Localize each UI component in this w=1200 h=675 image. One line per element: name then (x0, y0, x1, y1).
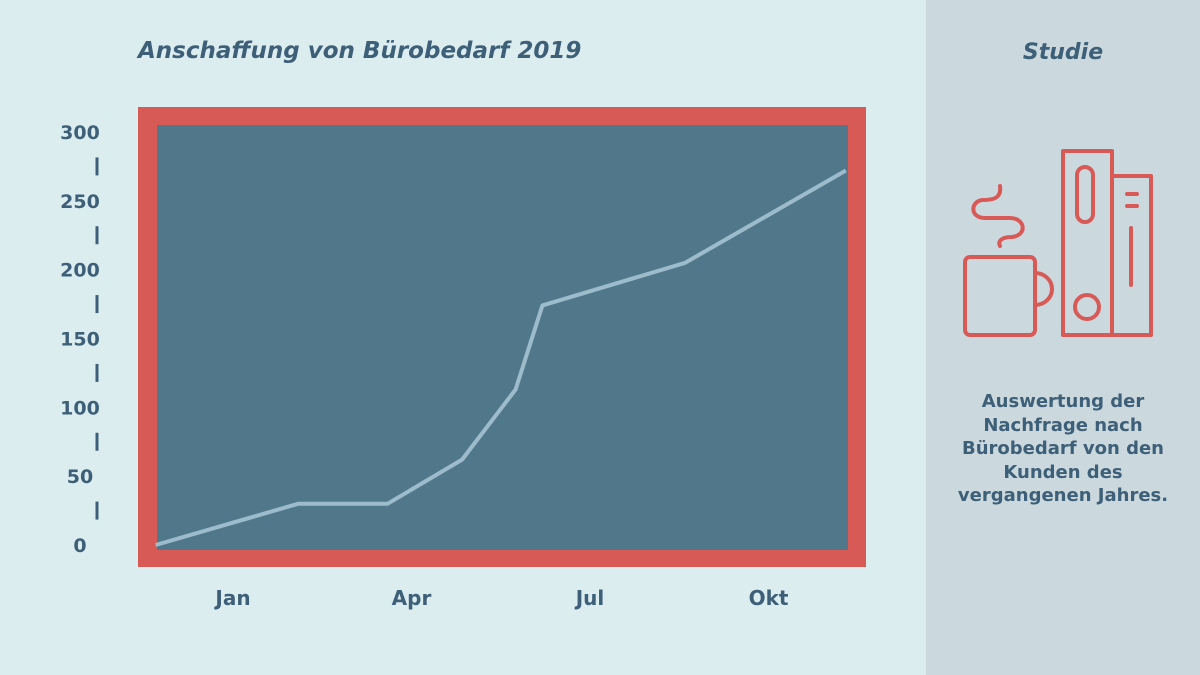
plot-area (157, 125, 848, 550)
chart-title: Anschaffung von Bürobedarf 2019 (138, 38, 582, 64)
x-tick-label: Jul (574, 586, 605, 610)
y-tick-label: 200 (60, 260, 100, 282)
line-chart: 0 50 100 150 200 250 300 Jan Apr Jul Okt (60, 107, 866, 610)
x-tick-label: Apr (392, 586, 432, 610)
y-tick-label: 100 (60, 397, 100, 419)
y-tick-label: 0 (73, 535, 86, 557)
sidebar-description: Auswertung der Nachfrage nach Bürobedarf… (957, 391, 1169, 506)
y-tick-label: 300 (60, 122, 100, 144)
coffee-and-binders-icon (963, 149, 1153, 337)
y-tick-label: 50 (67, 466, 93, 488)
x-tick-label: Okt (749, 586, 789, 610)
series-line (155, 168, 847, 547)
y-tick-label: 250 (60, 191, 100, 213)
sidebar (926, 0, 1200, 675)
x-tick-label: Jan (213, 586, 250, 610)
sidebar-title: Studie (1022, 40, 1104, 65)
y-tick-label: 150 (60, 329, 100, 351)
